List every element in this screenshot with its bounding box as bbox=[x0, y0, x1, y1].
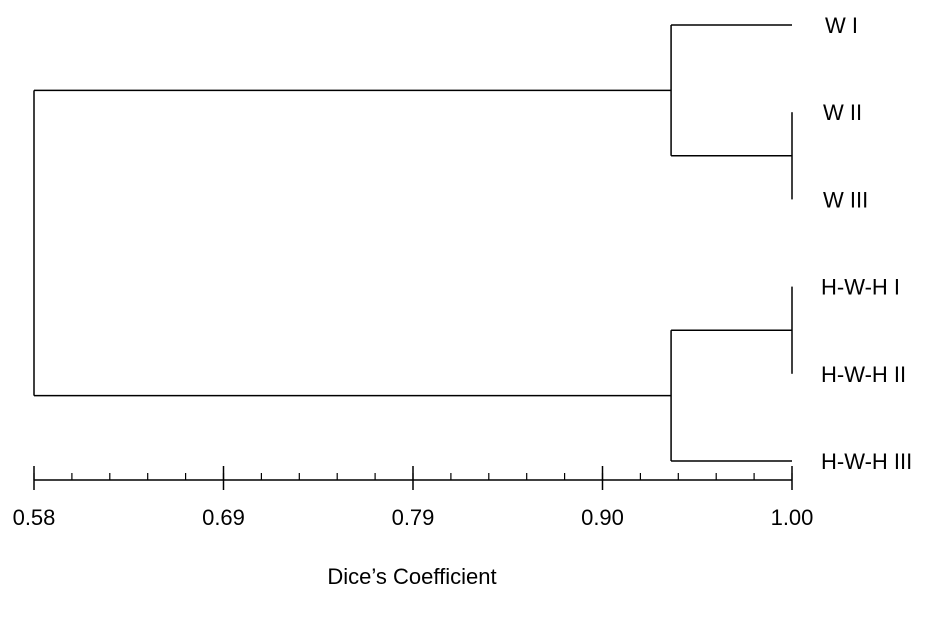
tick-label: 0.69 bbox=[202, 505, 245, 530]
tick-label: 0.58 bbox=[13, 505, 56, 530]
leaf-label-w3: W III bbox=[823, 187, 868, 212]
leaf-label-hwh3: H-W-H III bbox=[821, 449, 912, 474]
axis-title: Dice’s Coefficient bbox=[327, 564, 496, 589]
dendrogram-tree bbox=[33, 24, 793, 462]
x-axis: 0.58 0.69 0.79 0.90 1.00 Dice’s Coefficient bbox=[13, 466, 814, 589]
cluster-m-root bbox=[33, 89, 672, 397]
cluster-m-hwh bbox=[670, 329, 792, 462]
leaf-label-w1: W I bbox=[825, 13, 858, 38]
axis-ticks: 0.58 0.69 0.79 0.90 1.00 bbox=[13, 466, 814, 530]
leaf-labels: W I W II W III H-W-H I H-W-H II H-W-H III bbox=[821, 13, 912, 474]
tick-label: 0.79 bbox=[392, 505, 435, 530]
leaf-label-w2: W II bbox=[823, 100, 862, 125]
tick-label: 1.00 bbox=[771, 505, 814, 530]
leaf-label-hwh1: H-W-H I bbox=[821, 275, 900, 300]
leaf-label-hwh2: H-W-H II bbox=[821, 362, 906, 387]
tick-label: 0.90 bbox=[581, 505, 624, 530]
cluster-m-w bbox=[670, 24, 792, 157]
